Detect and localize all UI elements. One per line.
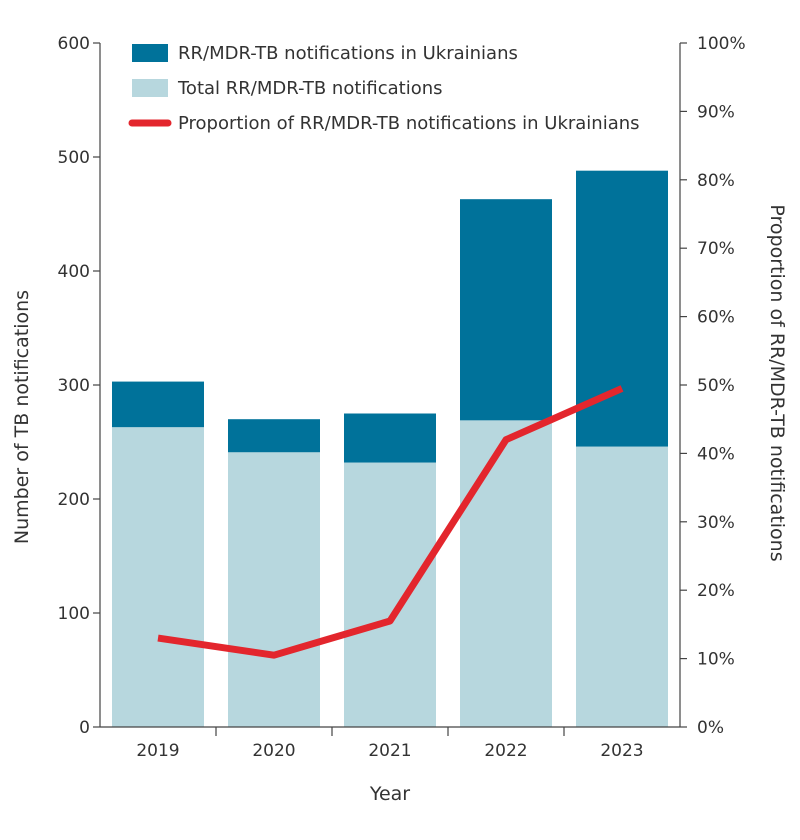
y-axis-title: Number of TB notifications (11, 290, 33, 544)
bar-ukrainians-2021 (344, 413, 436, 463)
y-tick-label: 200 (58, 490, 90, 510)
y-tick-label: 500 (58, 148, 90, 168)
y-tick-label: 300 (58, 376, 90, 396)
x-axis-title: Year (369, 783, 410, 805)
x-tick-label-2019: 2019 (136, 741, 179, 761)
bar-total-2021 (344, 462, 436, 727)
bar-total-2022 (460, 420, 552, 727)
y2-tick-label: 20% (697, 581, 735, 601)
legend-swatch-total (132, 79, 168, 97)
y2-tick-label: 50% (697, 376, 735, 396)
legend-label-0: RR/MDR-TB notifications in Ukrainians (178, 43, 518, 64)
x-tick-label-2022: 2022 (484, 741, 527, 761)
bar-ukrainians-2019 (112, 381, 204, 428)
x-tick-label-2020: 2020 (252, 741, 295, 761)
y-tick-label: 600 (58, 34, 90, 54)
y2-axis-title: Proportion of RR/MDR-TB notifications (766, 204, 788, 561)
y2-tick-label: 70% (697, 239, 735, 259)
bar-total-2019 (112, 427, 204, 727)
legend-swatch-ukrainians (132, 44, 168, 62)
bar-total-2023 (576, 446, 668, 727)
x-tick-label-2021: 2021 (368, 741, 411, 761)
y-tick-label: 400 (58, 262, 90, 282)
x-tick-label-2023: 2023 (600, 741, 643, 761)
bar-ukrainians-2020 (228, 419, 320, 453)
y2-tick-label: 100% (697, 34, 746, 54)
y2-tick-label: 80% (697, 171, 735, 191)
y2-tick-label: 0% (697, 718, 724, 738)
y-tick-label: 0 (79, 718, 90, 738)
y2-tick-label: 10% (697, 650, 735, 670)
legend-label-1: Total RR/MDR-TB notifications (177, 78, 443, 99)
bar-ukrainians-2022 (460, 199, 552, 421)
y2-tick-label: 60% (697, 308, 735, 328)
bar-total-2020 (228, 452, 320, 727)
legend-label-2: Proportion of RR/MDR-TB notifications in… (178, 113, 640, 134)
y2-tick-label: 30% (697, 513, 735, 533)
y-tick-label: 100 (58, 604, 90, 624)
y2-tick-label: 40% (697, 444, 735, 464)
y2-tick-label: 90% (697, 102, 735, 122)
